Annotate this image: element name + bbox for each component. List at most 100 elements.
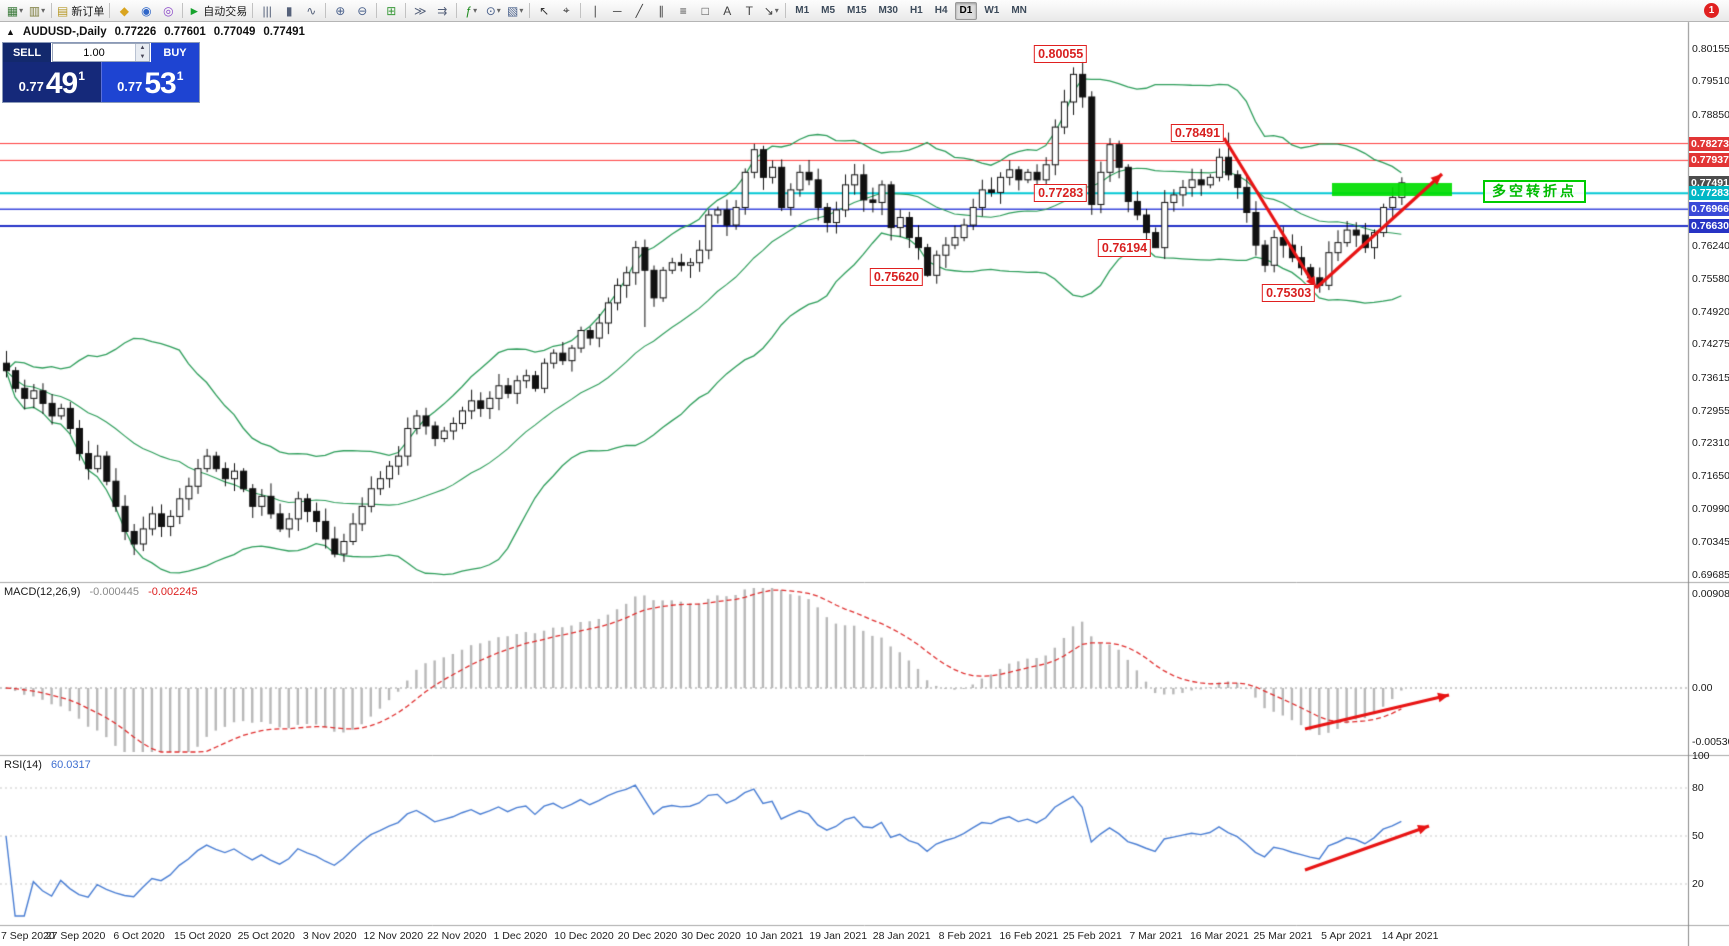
timeframe-h4-button[interactable]: H4 xyxy=(934,5,948,16)
timeframe-m1-button[interactable]: M1 xyxy=(795,5,810,16)
date-axis-label: 25 Mar 2021 xyxy=(1253,930,1313,942)
scripts-icon[interactable]: ◉ xyxy=(135,2,157,20)
bar-chart-type-button[interactable]: ||| xyxy=(256,2,278,20)
date-axis-label: 27 Sep 2020 xyxy=(45,930,106,942)
toolbar-separator xyxy=(252,3,254,18)
candlestick-type-icon: ▮ xyxy=(285,3,293,18)
tile-windows-button[interactable]: ⊞ xyxy=(380,2,402,20)
market-icon[interactable]: ◎ xyxy=(157,2,179,20)
sell-price-button[interactable]: 0.77 49 1 xyxy=(3,62,101,102)
text-button[interactable]: A xyxy=(716,2,738,20)
timeframe-d1-button[interactable]: D1 xyxy=(954,1,978,20)
macd-indicator-label: MACD(12,26,9) -0.000445 -0.002245 xyxy=(4,586,198,598)
zoom-out-button[interactable]: ⊖ xyxy=(351,2,373,20)
chevron-down-icon: ▾ xyxy=(519,6,524,15)
price-callout-label[interactable]: 0.80055 xyxy=(1034,45,1088,64)
price-callout-label[interactable]: 0.78491 xyxy=(1170,123,1225,142)
chart-shift-button[interactable]: ⇉ xyxy=(431,2,453,20)
templates-button[interactable]: ▧ ▾ xyxy=(504,2,526,20)
channel-button[interactable]: ∥ xyxy=(650,2,672,20)
price-axis-tick: 0.69685 xyxy=(1692,568,1729,581)
sell-button[interactable]: SELL xyxy=(3,43,51,62)
profiles-icon: ▥ xyxy=(28,3,41,18)
profiles-button[interactable]: ▥ ▾ xyxy=(26,2,48,20)
macd-axis-min: -0.005306 xyxy=(1692,736,1729,748)
chart-shift-icon: ⇉ xyxy=(437,3,448,18)
timeframe-mn-button[interactable]: MN xyxy=(1011,5,1027,16)
timeframe-m30-button[interactable]: M30 xyxy=(878,5,898,16)
candlestick-type-button[interactable]: ▮ xyxy=(278,2,300,20)
cursor-button[interactable]: ↖ xyxy=(533,2,555,20)
lot-size-input[interactable] xyxy=(53,44,135,61)
price-axis-tick: 0.72955 xyxy=(1692,404,1729,417)
timeframe-m5-button[interactable]: M5 xyxy=(821,5,836,16)
date-axis-label: 15 Oct 2020 xyxy=(174,930,232,942)
symbol-icon: ▲ xyxy=(6,27,15,37)
sell-price-pip: 1 xyxy=(78,69,85,83)
new-chart-icon: ▦ xyxy=(6,3,19,18)
new-chart-button[interactable]: ▦ ▾ xyxy=(4,2,26,20)
rsi-axis-20: 20 xyxy=(1692,878,1704,890)
date-axis-label: 19 Jan 2021 xyxy=(809,930,868,942)
autotrading-button-label: 自动交易 xyxy=(203,5,248,18)
price-axis-line-label: 0.78273 xyxy=(1689,136,1729,151)
new-order-button-label: 新订单 xyxy=(71,5,105,18)
horizontal-line-button[interactable]: ─ xyxy=(606,2,628,20)
date-axis-label: 22 Nov 2020 xyxy=(427,930,487,942)
line-chart-type-icon: ∿ xyxy=(306,3,317,18)
toolbar-separator xyxy=(580,3,582,18)
buy-price-small: 0.77 xyxy=(117,79,143,94)
text-label-button[interactable]: T xyxy=(738,2,760,20)
zoom-in-button[interactable]: ⊕ xyxy=(329,2,351,20)
lot-increment-button[interactable]: ▲ xyxy=(136,44,149,53)
price-callout-label[interactable]: 0.75303 xyxy=(1262,283,1316,302)
arrows-button[interactable]: ↘ ▾ xyxy=(760,2,782,20)
turning-point-text-label[interactable]: 多空转折点 xyxy=(1483,180,1586,203)
sell-price-small: 0.77 xyxy=(18,79,44,94)
price-axis-tick: 0.73615 xyxy=(1692,371,1729,384)
new-order-button[interactable]: ▤ 新订单 xyxy=(55,2,106,20)
periods-icon: ⊙ xyxy=(485,3,496,18)
toolbar-separator xyxy=(51,3,52,18)
lot-decrement-button[interactable]: ▼ xyxy=(136,52,149,61)
macd-name: MACD(12,26,9) xyxy=(4,586,81,598)
buy-price-button[interactable]: 0.77 53 1 xyxy=(100,62,199,102)
buy-button[interactable]: BUY xyxy=(151,43,199,62)
toolbar-separator xyxy=(456,3,458,18)
zoom-out-icon: ⊖ xyxy=(357,3,368,18)
periods-button[interactable]: ⊙ ▾ xyxy=(482,2,504,20)
fibonacci-button[interactable]: ≡ xyxy=(672,2,694,20)
rsi-axis-100: 100 xyxy=(1692,750,1710,762)
date-axis-label: 12 Nov 2020 xyxy=(363,930,424,942)
vertical-line-icon: ∣ xyxy=(592,3,599,18)
trendline-button[interactable]: ╱ xyxy=(628,2,650,20)
price-axis-tick: 0.70345 xyxy=(1692,535,1729,548)
templates-icon: ▧ xyxy=(507,3,519,18)
expert-advisors-icon[interactable]: ◆ xyxy=(113,2,135,20)
price-callout-label[interactable]: 0.76194 xyxy=(1097,238,1152,257)
symbol-name: AUDUSD-,Daily xyxy=(22,26,107,38)
expert-advisors-icon-icon: ◆ xyxy=(119,3,129,18)
price-axis-tick: 0.79510 xyxy=(1692,75,1729,88)
crosshair-button[interactable]: ⌖ xyxy=(555,2,577,20)
timeframe-h1-button[interactable]: H1 xyxy=(909,5,923,16)
timeframe-m15-button[interactable]: M15 xyxy=(847,5,867,16)
shapes-button[interactable]: □ xyxy=(694,2,716,20)
date-axis-label: 7 Mar 2021 xyxy=(1129,930,1183,942)
vertical-line-button[interactable]: ∣ xyxy=(584,2,606,20)
lot-stepper: ▲ ▼ xyxy=(135,44,149,61)
buy-price-big: 53 xyxy=(144,67,176,100)
price-callout-label[interactable]: 0.77283 xyxy=(1034,184,1088,203)
macd-axis-max: 0.009081 xyxy=(1692,588,1729,600)
auto-scroll-button[interactable]: ≫ xyxy=(409,2,431,20)
timeframe-w1-button[interactable]: W1 xyxy=(984,5,1000,16)
fibonacci-icon: ≡ xyxy=(679,3,687,18)
autotrading-button[interactable]: ► 自动交易 xyxy=(186,2,249,20)
indicators-button[interactable]: ƒ ▾ xyxy=(460,2,482,20)
price-callout-label[interactable]: 0.75620 xyxy=(869,267,924,286)
date-axis-label: 14 Apr 2021 xyxy=(1381,930,1439,942)
line-chart-type-button[interactable]: ∿ xyxy=(300,2,322,20)
date-axis-label: 28 Jan 2021 xyxy=(872,930,931,942)
notification-badge[interactable]: 1 xyxy=(1704,3,1719,18)
